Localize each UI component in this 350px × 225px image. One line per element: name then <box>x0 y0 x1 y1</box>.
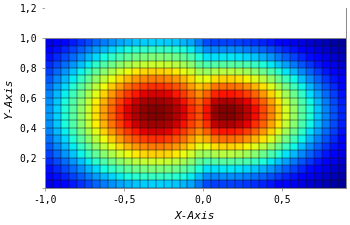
Bar <box>45 1 346 38</box>
X-axis label: X-Axis: X-Axis <box>175 211 216 221</box>
Y-axis label: Y-Axis: Y-Axis <box>4 78 14 118</box>
